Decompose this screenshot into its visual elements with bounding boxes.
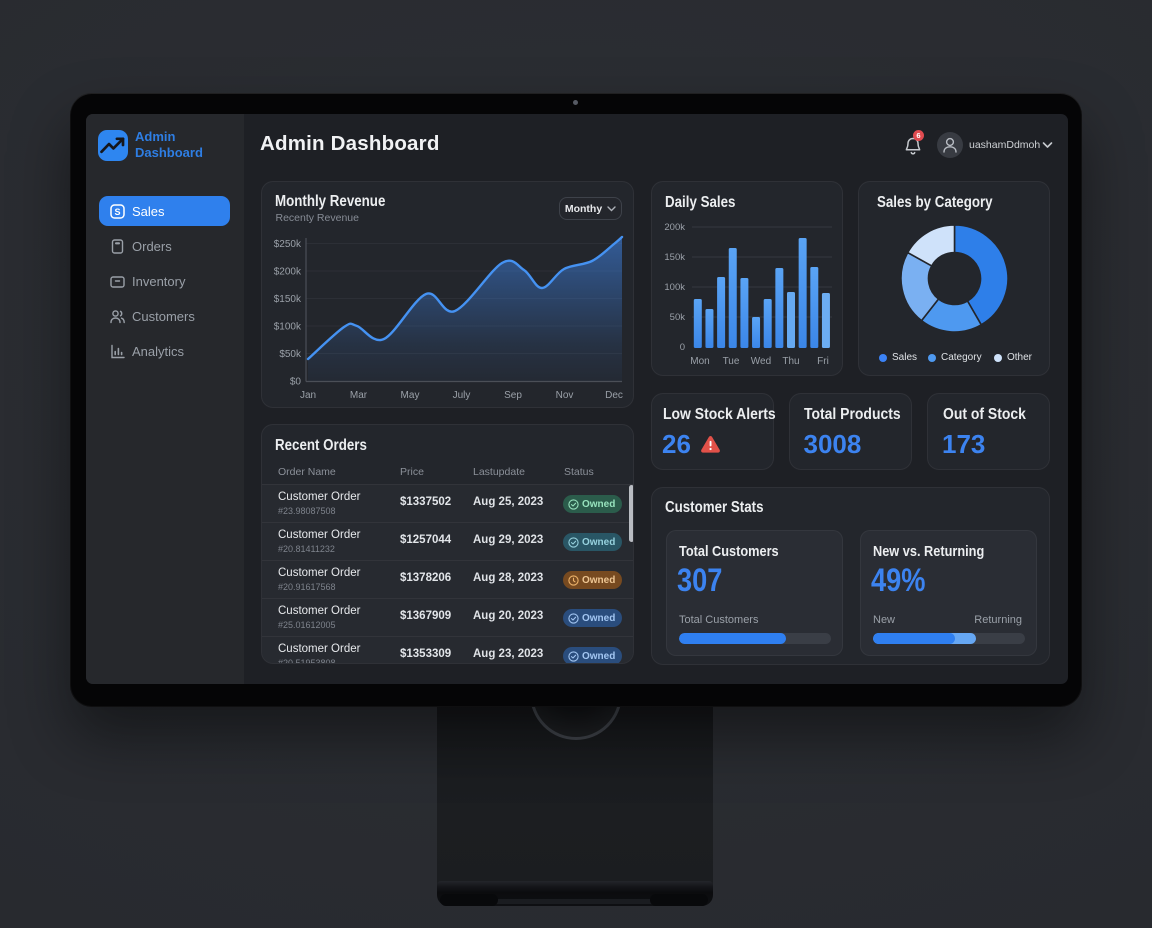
svg-text:Nov: Nov — [556, 390, 574, 401]
svg-text:$250k: $250k — [274, 239, 302, 250]
svg-text:Wed: Wed — [751, 356, 771, 367]
svg-text:$200k: $200k — [274, 267, 302, 278]
svg-text:Sep: Sep — [504, 390, 522, 401]
svg-text:Thu: Thu — [782, 356, 799, 367]
svg-text:50k: 50k — [670, 312, 686, 323]
svg-text:100k: 100k — [664, 282, 685, 293]
svg-text:$0: $0 — [290, 377, 302, 388]
svg-text:Mon: Mon — [690, 356, 709, 367]
svg-text:May: May — [401, 390, 420, 401]
svg-text:Dec: Dec — [605, 390, 623, 401]
svg-text:July: July — [453, 390, 471, 401]
svg-text:$50k: $50k — [279, 349, 302, 360]
svg-text:S: S — [114, 207, 120, 217]
svg-text:Jan: Jan — [300, 390, 316, 401]
svg-text:Fri: Fri — [817, 356, 829, 367]
svg-text:200k: 200k — [664, 222, 685, 233]
svg-text:150k: 150k — [664, 252, 685, 263]
svg-text:0: 0 — [680, 342, 685, 353]
svg-text:Mar: Mar — [350, 390, 368, 401]
svg-text:Tue: Tue — [723, 356, 740, 367]
svg-text:$150k: $150k — [274, 294, 302, 305]
svg-text:$100k: $100k — [274, 322, 302, 333]
